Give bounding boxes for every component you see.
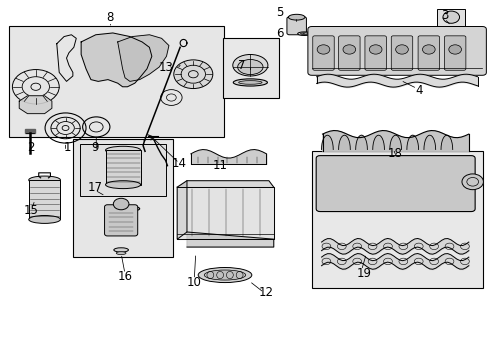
Circle shape: [442, 11, 459, 23]
Circle shape: [395, 45, 407, 54]
FancyBboxPatch shape: [364, 36, 386, 70]
Polygon shape: [177, 187, 273, 239]
Ellipse shape: [114, 248, 128, 252]
Text: 11: 11: [212, 159, 227, 172]
Text: 14: 14: [171, 157, 186, 170]
Ellipse shape: [297, 32, 311, 36]
Ellipse shape: [198, 267, 251, 283]
Polygon shape: [355, 135, 366, 149]
Ellipse shape: [106, 206, 140, 212]
Text: 12: 12: [259, 287, 273, 300]
Ellipse shape: [233, 79, 267, 86]
Circle shape: [317, 45, 329, 54]
Text: 17: 17: [87, 181, 102, 194]
Ellipse shape: [204, 270, 245, 280]
Circle shape: [173, 60, 212, 89]
FancyBboxPatch shape: [316, 156, 474, 212]
FancyBboxPatch shape: [417, 36, 439, 70]
Ellipse shape: [29, 216, 61, 224]
Ellipse shape: [29, 176, 61, 184]
Bar: [105, 150, 141, 185]
Circle shape: [461, 174, 483, 190]
Ellipse shape: [237, 59, 263, 75]
FancyBboxPatch shape: [338, 36, 359, 70]
Bar: [80, 144, 166, 196]
Polygon shape: [19, 96, 52, 114]
Text: 1: 1: [63, 141, 71, 154]
Polygon shape: [177, 181, 273, 187]
Circle shape: [368, 45, 381, 54]
FancyBboxPatch shape: [444, 36, 465, 70]
Text: 16: 16: [117, 270, 132, 283]
Text: 6: 6: [275, 27, 283, 40]
Ellipse shape: [105, 181, 141, 189]
Circle shape: [113, 198, 129, 210]
Text: 19: 19: [356, 267, 371, 280]
Circle shape: [448, 45, 461, 54]
Polygon shape: [81, 33, 152, 87]
Polygon shape: [423, 135, 435, 149]
Text: 2: 2: [27, 141, 35, 154]
Ellipse shape: [111, 207, 135, 211]
Text: 5: 5: [275, 6, 283, 19]
Text: 13: 13: [159, 60, 174, 73]
FancyBboxPatch shape: [307, 27, 486, 75]
Polygon shape: [372, 135, 384, 149]
Ellipse shape: [232, 54, 267, 76]
Circle shape: [342, 45, 355, 54]
Text: 9: 9: [91, 141, 99, 154]
Circle shape: [422, 45, 434, 54]
Text: 10: 10: [186, 276, 202, 289]
Bar: [436, 9, 465, 26]
FancyBboxPatch shape: [286, 17, 306, 35]
Polygon shape: [338, 135, 349, 149]
Ellipse shape: [116, 252, 126, 255]
Bar: [311, 151, 483, 288]
Text: 15: 15: [23, 204, 38, 217]
Ellipse shape: [105, 146, 141, 154]
FancyBboxPatch shape: [312, 36, 333, 70]
Text: 8: 8: [106, 12, 114, 24]
Text: 3: 3: [440, 9, 447, 22]
Text: 18: 18: [386, 147, 401, 159]
Ellipse shape: [300, 33, 308, 35]
FancyBboxPatch shape: [104, 205, 138, 236]
Text: 7: 7: [238, 59, 245, 72]
Ellipse shape: [288, 14, 305, 20]
Bar: [222, 39, 278, 98]
Bar: [73, 139, 172, 257]
Polygon shape: [177, 181, 186, 239]
Polygon shape: [389, 135, 401, 149]
Text: 4: 4: [414, 84, 422, 97]
Polygon shape: [321, 135, 332, 149]
Polygon shape: [440, 135, 452, 149]
Polygon shape: [186, 232, 273, 247]
Polygon shape: [118, 35, 168, 81]
Bar: [9, 26, 224, 137]
FancyBboxPatch shape: [390, 36, 412, 70]
Ellipse shape: [238, 81, 262, 84]
Bar: [29, 180, 61, 220]
Bar: [25, 129, 35, 134]
Polygon shape: [406, 135, 418, 149]
